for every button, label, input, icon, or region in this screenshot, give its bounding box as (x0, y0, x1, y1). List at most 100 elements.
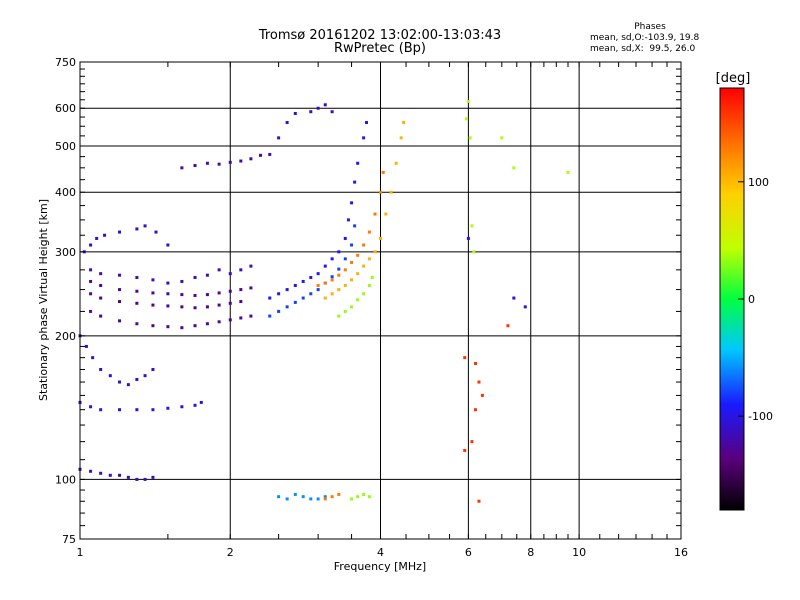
data-point (143, 477, 147, 481)
x-tick-label: 1 (77, 546, 84, 559)
data-point (268, 152, 272, 156)
data-point (249, 314, 253, 318)
data-point (316, 272, 320, 276)
data-point (180, 279, 184, 283)
data-point (277, 292, 281, 296)
data-point (217, 320, 221, 324)
data-point (367, 230, 371, 234)
data-point (135, 301, 139, 305)
data-point (367, 283, 371, 287)
data-point (277, 136, 281, 140)
data-point (384, 212, 388, 216)
data-point (330, 278, 334, 282)
data-point (259, 153, 263, 157)
data-point (118, 473, 122, 477)
x-tick-label: 8 (527, 546, 534, 559)
data-point (228, 160, 232, 164)
data-point (301, 296, 305, 300)
data-point (135, 289, 139, 293)
data-point (330, 292, 334, 296)
data-point (135, 477, 139, 481)
data-point (135, 377, 139, 381)
data-point (285, 305, 289, 309)
data-point (301, 495, 305, 499)
phase-statistics-heading: Phases (634, 22, 666, 32)
data-point (309, 110, 313, 114)
data-point (99, 367, 103, 371)
data-point (362, 264, 366, 268)
data-point (99, 272, 103, 276)
data-point (463, 448, 467, 452)
data-point (239, 316, 243, 320)
data-point (205, 273, 209, 277)
data-point (180, 293, 184, 297)
data-point (337, 250, 341, 254)
data-point (239, 288, 243, 292)
data-point (379, 236, 382, 240)
data-point (337, 273, 341, 277)
x-tick-label: 4 (377, 546, 384, 559)
data-point (118, 288, 122, 292)
x-axis-ticks: 1 2 4 6 8 10 16 (77, 62, 688, 559)
colorbar-ticks: 100 0 -100 (738, 176, 773, 423)
data-point (356, 253, 360, 257)
data-point (95, 236, 99, 240)
data-point (473, 408, 477, 412)
data-point (477, 499, 481, 503)
data-point (350, 497, 354, 501)
data-point (166, 292, 170, 296)
data-point (472, 250, 476, 254)
data-point (343, 257, 347, 261)
data-point (166, 304, 170, 308)
data-point (350, 278, 354, 282)
data-point (350, 201, 354, 205)
data-point (512, 296, 516, 300)
data-point (337, 314, 341, 318)
data-point (285, 121, 289, 125)
data-point (193, 306, 197, 310)
data-point (217, 268, 221, 272)
data-point (323, 281, 327, 285)
data-point (118, 319, 122, 323)
data-point (367, 495, 371, 499)
data-point (205, 161, 209, 165)
data-point (99, 296, 103, 300)
colorbar-tick-label: -100 (748, 410, 773, 423)
data-point (193, 293, 197, 297)
data-point (316, 288, 320, 292)
grid-lines (80, 62, 681, 539)
data-point (151, 291, 155, 295)
data-point (480, 393, 484, 397)
data-point (323, 103, 327, 107)
y-tick-label: 400 (55, 186, 76, 199)
data-point (249, 157, 253, 161)
data-point (343, 236, 347, 240)
data-point (473, 361, 477, 365)
data-point (151, 367, 155, 371)
data-point (99, 408, 103, 412)
data-point (330, 275, 334, 279)
y-tick-label: 200 (55, 330, 76, 343)
data-point (293, 283, 297, 287)
data-point (350, 243, 354, 247)
data-point (468, 136, 472, 140)
data-point (309, 276, 313, 280)
data-point (301, 279, 305, 283)
phase-statistics-o-mode: mean, sd,O:-103.9, 19.8 (590, 33, 700, 43)
data-point (151, 408, 155, 412)
data-point (99, 283, 103, 287)
data-point (228, 318, 232, 322)
x-tick-label: 6 (465, 546, 472, 559)
data-point (135, 227, 139, 231)
data-point (379, 190, 382, 194)
data-point (108, 374, 112, 378)
data-point (118, 408, 122, 412)
data-point (362, 492, 366, 496)
data-point (151, 303, 155, 307)
data-point (249, 264, 253, 268)
data-point (193, 403, 197, 407)
data-point (118, 230, 122, 234)
data-point (277, 495, 281, 499)
data-point (217, 291, 221, 295)
data-point (362, 136, 366, 140)
